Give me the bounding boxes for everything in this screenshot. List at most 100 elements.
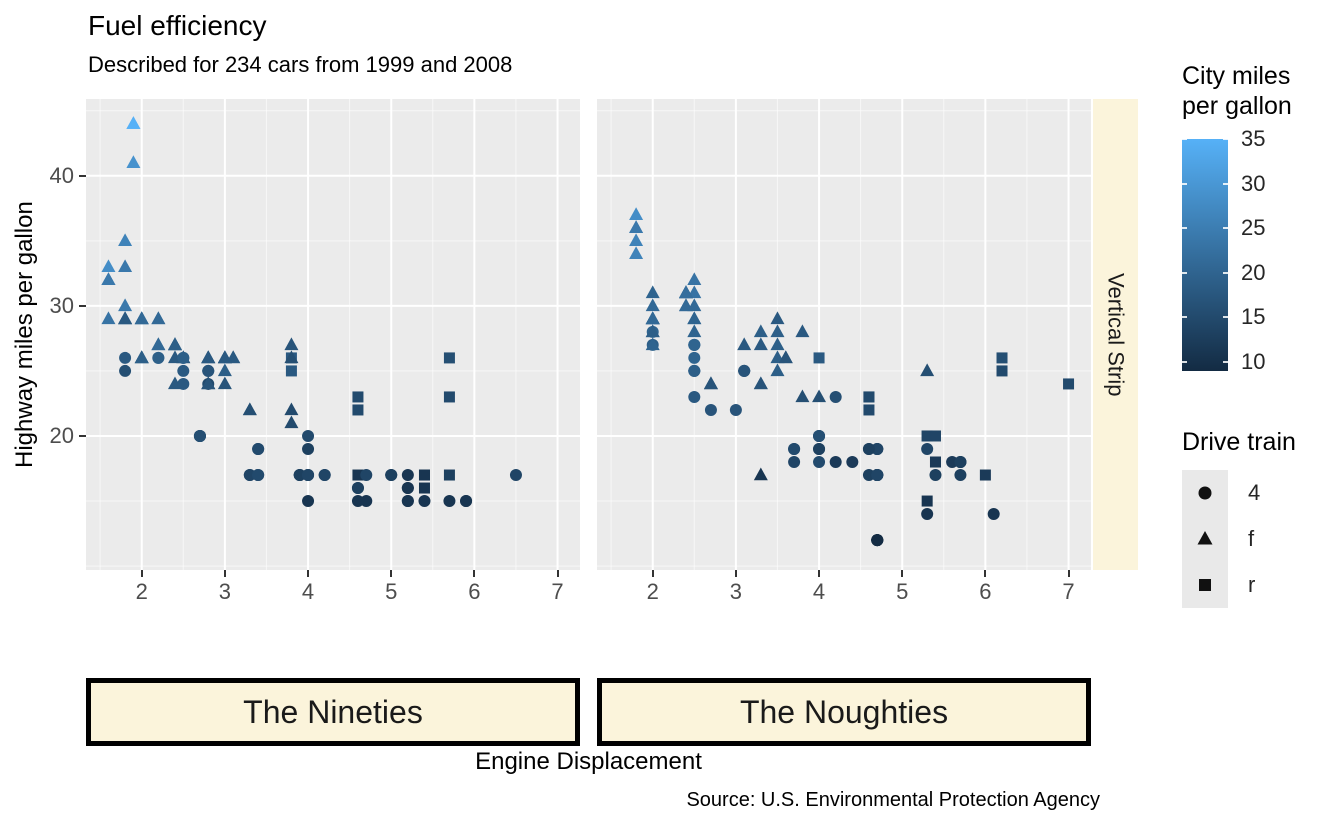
color-legend-title: City miles per gallon [1182, 62, 1292, 120]
data-point [829, 390, 842, 403]
data-point [217, 350, 232, 364]
colorbar-tick [1223, 271, 1228, 274]
x-tick-label: 5 [385, 579, 398, 604]
colorbar-tick [1182, 271, 1187, 274]
shape-legend-key-r [1182, 562, 1228, 608]
data-point [242, 402, 257, 416]
data-point [645, 324, 660, 338]
data-point [871, 534, 884, 547]
shape-legend-title: Drive train [1182, 428, 1296, 456]
data-point [401, 469, 414, 482]
page-title: Fuel efficiency [88, 10, 267, 41]
data-point [687, 311, 702, 325]
colorbar-tick-label: 30 [1241, 170, 1266, 196]
x-tick-label: 7 [1062, 579, 1075, 604]
data-point [352, 469, 364, 481]
colorbar-tick-label: 25 [1241, 215, 1266, 241]
shape-legend-label-r: r [1248, 572, 1256, 597]
x-tick-label: 6 [468, 579, 481, 604]
data-point [119, 351, 132, 364]
data-point [996, 352, 1008, 364]
data-point [285, 365, 297, 377]
x-tick-label: 6 [979, 579, 992, 604]
data-point [460, 495, 473, 508]
data-point [862, 442, 875, 455]
colorbar-tick-label: 35 [1241, 126, 1266, 151]
circle-icon [1198, 486, 1212, 500]
caption: Source: U.S. Environmental Protection Ag… [686, 789, 1100, 811]
data-point [629, 220, 644, 234]
data-point [929, 430, 941, 442]
data-point [729, 403, 742, 416]
facet-strip-noughties: The Noughties [597, 678, 1091, 746]
data-point [119, 364, 132, 377]
data-point [418, 495, 431, 508]
data-point [151, 337, 166, 351]
data-point [201, 350, 216, 364]
data-point [753, 324, 768, 338]
colorbar-tick [1182, 182, 1187, 185]
x-tick-label: 3 [729, 579, 742, 604]
x-tick-mark [390, 570, 393, 577]
data-point [293, 469, 306, 482]
data-point [443, 469, 455, 481]
data-point [418, 482, 430, 494]
data-point [118, 298, 133, 312]
data-point [929, 456, 941, 468]
data-point [987, 508, 1000, 521]
data-point [753, 337, 768, 351]
data-point [863, 404, 875, 416]
data-point [101, 259, 116, 273]
shape-legend-label-4: 4 [1248, 480, 1261, 505]
data-point [360, 469, 373, 482]
data-point [352, 391, 364, 403]
data-point [687, 298, 702, 312]
data-point [302, 442, 315, 455]
data-point [252, 469, 265, 482]
data-point [177, 351, 190, 364]
data-point [118, 259, 133, 273]
data-point [770, 337, 785, 351]
panel-noughties [597, 99, 1091, 570]
shape-legend-key-f [1182, 516, 1228, 562]
data-point [921, 442, 934, 455]
data-point [753, 376, 768, 390]
square-icon [1199, 579, 1211, 591]
data-point [302, 469, 315, 482]
data-point [954, 469, 967, 482]
data-point [443, 391, 455, 403]
colorbar-tick-label: 10 [1241, 349, 1266, 375]
colorbar-tick [1223, 227, 1228, 230]
data-point [704, 403, 717, 416]
colorbar-tick [1223, 182, 1228, 185]
y-tick-label: 30 [49, 292, 74, 318]
data-point [778, 350, 793, 364]
x-tick-label: 4 [812, 579, 826, 604]
data-point [871, 469, 884, 482]
data-point [152, 351, 165, 364]
data-point [318, 469, 331, 482]
x-tick-mark [473, 570, 476, 577]
data-point [418, 469, 430, 481]
facet-strip-vertical-label: Vertical Strip [1103, 272, 1129, 397]
data-point [284, 415, 299, 429]
data-point [118, 311, 133, 325]
y-tick-mark [79, 174, 86, 177]
data-point [385, 469, 398, 482]
data-point [688, 390, 701, 403]
data-point [302, 495, 315, 508]
data-point [443, 495, 456, 508]
data-point [738, 364, 751, 377]
data-point [243, 469, 256, 482]
data-point [284, 337, 299, 351]
data-point [688, 338, 701, 351]
colorbar-tick [1182, 138, 1187, 140]
data-point [921, 495, 933, 507]
data-point [687, 324, 702, 338]
x-tick-mark [223, 570, 226, 577]
data-point [770, 363, 785, 377]
data-point [788, 442, 801, 455]
data-point [862, 469, 875, 482]
data-point [645, 311, 660, 325]
